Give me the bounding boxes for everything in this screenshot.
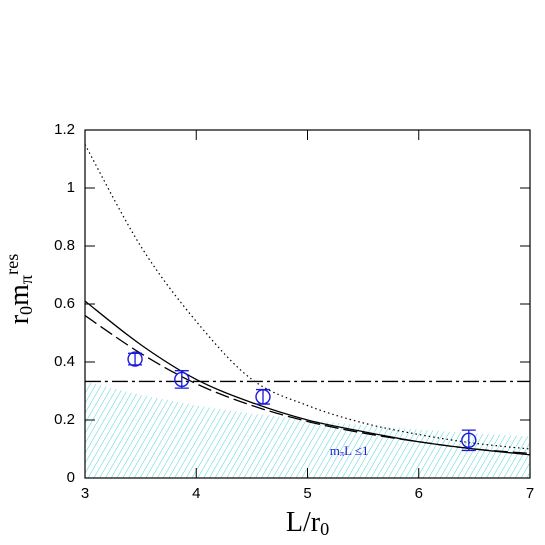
label-part: r — [4, 314, 35, 324]
y-tick-label: 1.2 — [54, 121, 75, 138]
label-part: 0 — [320, 519, 329, 539]
x-tick-label: 4 — [192, 485, 200, 502]
y-tick-label: 1 — [67, 179, 75, 196]
data-point — [174, 371, 190, 388]
y-tick-label: 0.6 — [54, 295, 75, 312]
y-tick-label: 0.2 — [54, 411, 75, 428]
y-tick-label: 0.4 — [54, 353, 75, 370]
y-tick-label: 0 — [67, 469, 75, 486]
label-part: m — [330, 443, 340, 458]
y-tick-label: 0.8 — [54, 237, 75, 254]
curve — [85, 144, 530, 450]
label-part: L ≤1 — [344, 443, 368, 458]
label-part: L/r — [286, 507, 321, 538]
data-point — [255, 389, 271, 405]
y-axis-label: r0mπres — [2, 254, 35, 325]
x-tick-label: 6 — [415, 485, 423, 502]
data-point — [127, 351, 143, 367]
label-part: π — [340, 448, 345, 458]
x-tick-label: 3 — [81, 485, 89, 502]
label-part: 0 — [16, 306, 36, 315]
label-part: res — [2, 254, 22, 275]
plot-lines — [85, 144, 530, 456]
label-part: m — [4, 284, 35, 306]
x-axis-label: L/r0 — [286, 507, 329, 538]
error-bar — [174, 370, 189, 389]
data-point — [461, 432, 477, 448]
region-label: mπL ≤1 — [330, 443, 369, 458]
curve — [85, 315, 530, 454]
x-tick-label: 5 — [303, 485, 311, 502]
curve — [85, 300, 530, 456]
label-part: π — [16, 275, 36, 284]
shaded-region — [85, 381, 530, 478]
x-tick-label: 7 — [526, 485, 534, 502]
